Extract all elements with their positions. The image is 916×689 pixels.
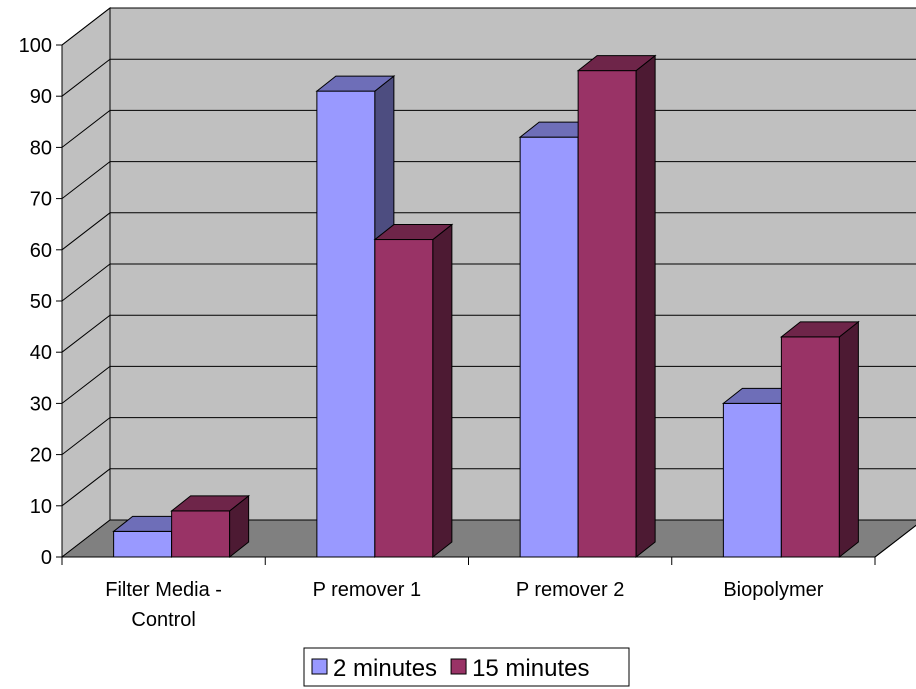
axes: 0 10 20 30 40 50 60 70 80 90 100 Filter Media - Cont… [19,35,916,631]
bar-front [374,239,434,558]
bar-top [779,321,860,338]
x-category-label-line: P remover 1 [313,579,422,601]
y-tick-label: 80 [30,137,52,159]
x-category-label: P remover 1 [313,579,422,601]
legend-swatch [450,658,467,675]
bar-side [838,320,859,559]
x-category-label-line: Control [131,609,195,631]
bar-top [315,75,396,92]
legend-label: 15 minutes [472,655,589,682]
bar-side [432,223,453,559]
bar-front [577,70,637,558]
legend-swatch [311,658,328,675]
y-tick-label: 0 [41,547,52,569]
bar-top [576,55,657,72]
x-category-label: P remover 2 [516,579,625,601]
y-tick-label: 90 [30,86,52,108]
x-category-label-line: Biopolymer [723,579,823,601]
bar-front [113,530,173,558]
y-tick-label: 100 [19,35,52,57]
y-tick-label: 70 [30,189,52,211]
bar-front [722,402,782,558]
legend: 2 minutes 15 minutes [303,647,630,687]
x-category-label-line: P remover 2 [516,579,625,601]
x-category-label-line: Filter Media - [105,579,222,601]
y-tick-label: 60 [30,240,52,262]
x-category-label: Filter Media - Control [105,579,222,631]
bar-top [170,495,251,512]
bars [112,54,860,559]
legend-label: 2 minutes [333,655,437,682]
gridline [61,7,916,46]
y-tick-label: 20 [30,445,52,467]
bar-front [780,336,840,558]
bar-front [316,90,376,558]
y-tick-label: 40 [30,342,52,364]
bar-top [373,224,454,241]
y-tick-label: 30 [30,393,52,415]
y-tick-label: 10 [30,496,52,518]
bar-side [635,54,656,559]
y-tick-label: 50 [30,291,52,313]
x-category-label: Biopolymer [723,579,823,601]
bar-front [171,510,231,558]
bar-front [519,136,579,558]
